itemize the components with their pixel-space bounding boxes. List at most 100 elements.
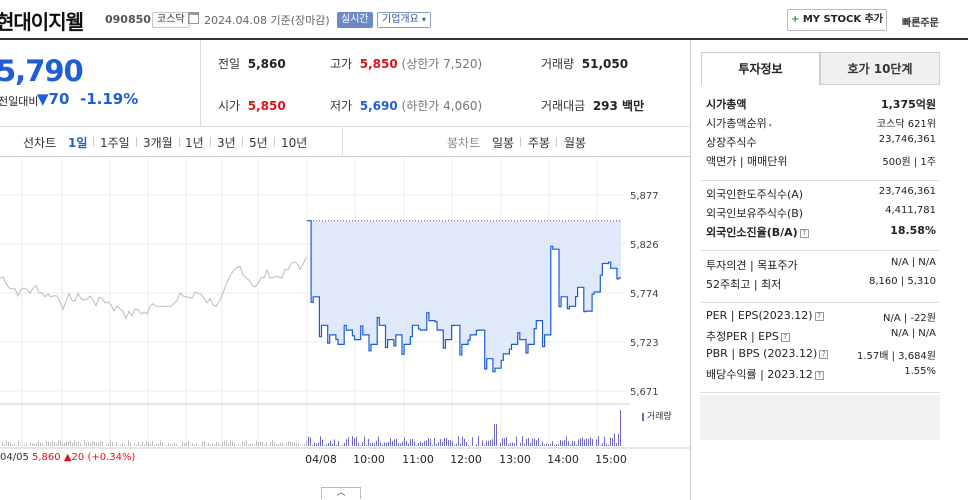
divider [200, 40, 201, 126]
arrow-right-icon[interactable]: ▸ [766, 121, 773, 129]
volume-bar [606, 443, 607, 446]
tab-3months[interactable]: 3개월 [143, 136, 173, 150]
tab-3years[interactable]: 3년 [217, 136, 236, 150]
help-icon[interactable]: ? [819, 349, 829, 359]
volume-bar [184, 443, 185, 446]
volume-bar [240, 445, 241, 446]
info-label: PBR | BPS (2023.12)? [706, 347, 829, 360]
quote-open: 시가 5,850 [218, 97, 286, 114]
separator [520, 137, 521, 147]
stock-code: 090850 [105, 13, 151, 26]
y-tick-label: 5,877 [630, 191, 659, 202]
tab-1day[interactable]: 1일 [68, 136, 88, 150]
volume-bar [612, 437, 613, 446]
info-label-text: PER | EPS(2023.12) [706, 309, 813, 322]
volume-bar [508, 444, 509, 446]
volume-bar [494, 424, 495, 446]
quick-order-button[interactable]: 빠른주문 [902, 18, 939, 29]
separator [93, 137, 94, 147]
volume-bar [324, 445, 325, 446]
tab-daily-candle[interactable]: 일봉 [492, 136, 515, 150]
volume-bar [586, 438, 587, 446]
high-value: 5,850 [359, 57, 398, 71]
volume-bar [172, 443, 173, 446]
volume-bar [56, 443, 57, 446]
volume-bar [404, 437, 405, 446]
volume-bar [228, 443, 229, 446]
company-overview-button[interactable]: 기업개요 ▾ [377, 12, 432, 28]
tab-1week[interactable]: 1주일 [100, 136, 130, 150]
volume-bar [598, 436, 599, 446]
divider [342, 127, 343, 157]
volume-bar [452, 441, 453, 446]
volume-bar [280, 442, 281, 446]
info-value: 1.57배 | 3,684원 [856, 351, 936, 362]
volume-bar [608, 444, 609, 446]
price-chart[interactable]: 5,877 5,826 5,774 5,723 5,671 04/08 10:00 11:0… [0, 158, 690, 468]
volume-bar [536, 440, 537, 446]
volume-bars [2, 410, 621, 446]
volume-bar [486, 441, 487, 446]
volume-bar [32, 443, 33, 446]
tab-investment-info[interactable]: 투자정보 [701, 52, 820, 85]
info-row: 시가총액순위 ▸ 코스닥 621위 [706, 115, 936, 133]
volume-bar [182, 441, 183, 446]
volume-bar [102, 441, 103, 446]
volume-bar [338, 441, 339, 446]
info-row: 외국인한도주식수(A) 23,746,361 [706, 186, 936, 204]
volume-bar [436, 443, 437, 446]
volume-bar [226, 440, 227, 446]
collapse-chart-button[interactable]: ︿ [321, 487, 361, 499]
volume-bar [312, 445, 313, 446]
base-date: 2024.04.08 기준(장마감) [204, 14, 330, 27]
volume-bar [152, 441, 153, 446]
volume-bar [376, 440, 377, 446]
tab-weekly-candle[interactable]: 주봉 [528, 136, 551, 150]
help-icon[interactable]: ? [780, 332, 790, 342]
volume-bar [422, 442, 423, 446]
info-value: 4,411,781 [885, 205, 936, 216]
volume-bar [506, 437, 507, 446]
realtime-badge[interactable]: 실시간 [337, 12, 373, 28]
volume-bar [218, 443, 219, 446]
volume-bar [238, 444, 239, 446]
market-badge: 코스닥 [152, 12, 190, 28]
volume-bar [592, 438, 593, 446]
volume-bar [260, 441, 261, 446]
volume-legend: 거래량 [642, 409, 672, 422]
help-icon[interactable]: ? [814, 311, 824, 321]
tab-5years[interactable]: 5년 [249, 136, 268, 150]
volume-bar [408, 443, 409, 446]
tab-orderbook[interactable]: 호가 10단계 [820, 52, 940, 85]
help-icon[interactable]: ? [814, 370, 824, 380]
add-mystock-button[interactable]: + MY STOCK 추가 [787, 9, 887, 31]
info-label: 추정PER | EPS? [706, 328, 790, 344]
x-tick-label: 15:00 [595, 453, 627, 466]
volume-bar [192, 443, 193, 446]
volume-bar [232, 441, 233, 446]
volume-bar [570, 444, 571, 446]
volume-bar [534, 438, 535, 446]
tab-10years[interactable]: 10년 [281, 136, 308, 150]
volume-bar [94, 441, 95, 446]
volume-bar [336, 445, 337, 446]
volume-bar [590, 437, 591, 446]
volume-bar [164, 445, 165, 446]
volume-bar [544, 444, 545, 446]
volume-bar [52, 440, 53, 446]
chevron-up-icon: ︿ [336, 488, 346, 498]
volume-bar [526, 438, 527, 446]
line-chart-label: 선차트 [23, 136, 57, 150]
volume-bar [90, 443, 91, 446]
help-icon[interactable]: ? [799, 228, 809, 238]
info-label: 액면가 | 매매단위 [706, 153, 788, 169]
volume-bar [572, 440, 573, 446]
volume-bar [136, 444, 137, 446]
volume-bar [344, 442, 345, 446]
low-value: 5,690 [359, 99, 398, 113]
tab-monthly-candle[interactable]: 월봉 [564, 136, 587, 150]
calendar-icon [188, 12, 199, 24]
company-name: 현대이지웰 [0, 10, 84, 34]
volume-bar [320, 436, 321, 446]
tab-1year[interactable]: 1년 [185, 136, 204, 150]
